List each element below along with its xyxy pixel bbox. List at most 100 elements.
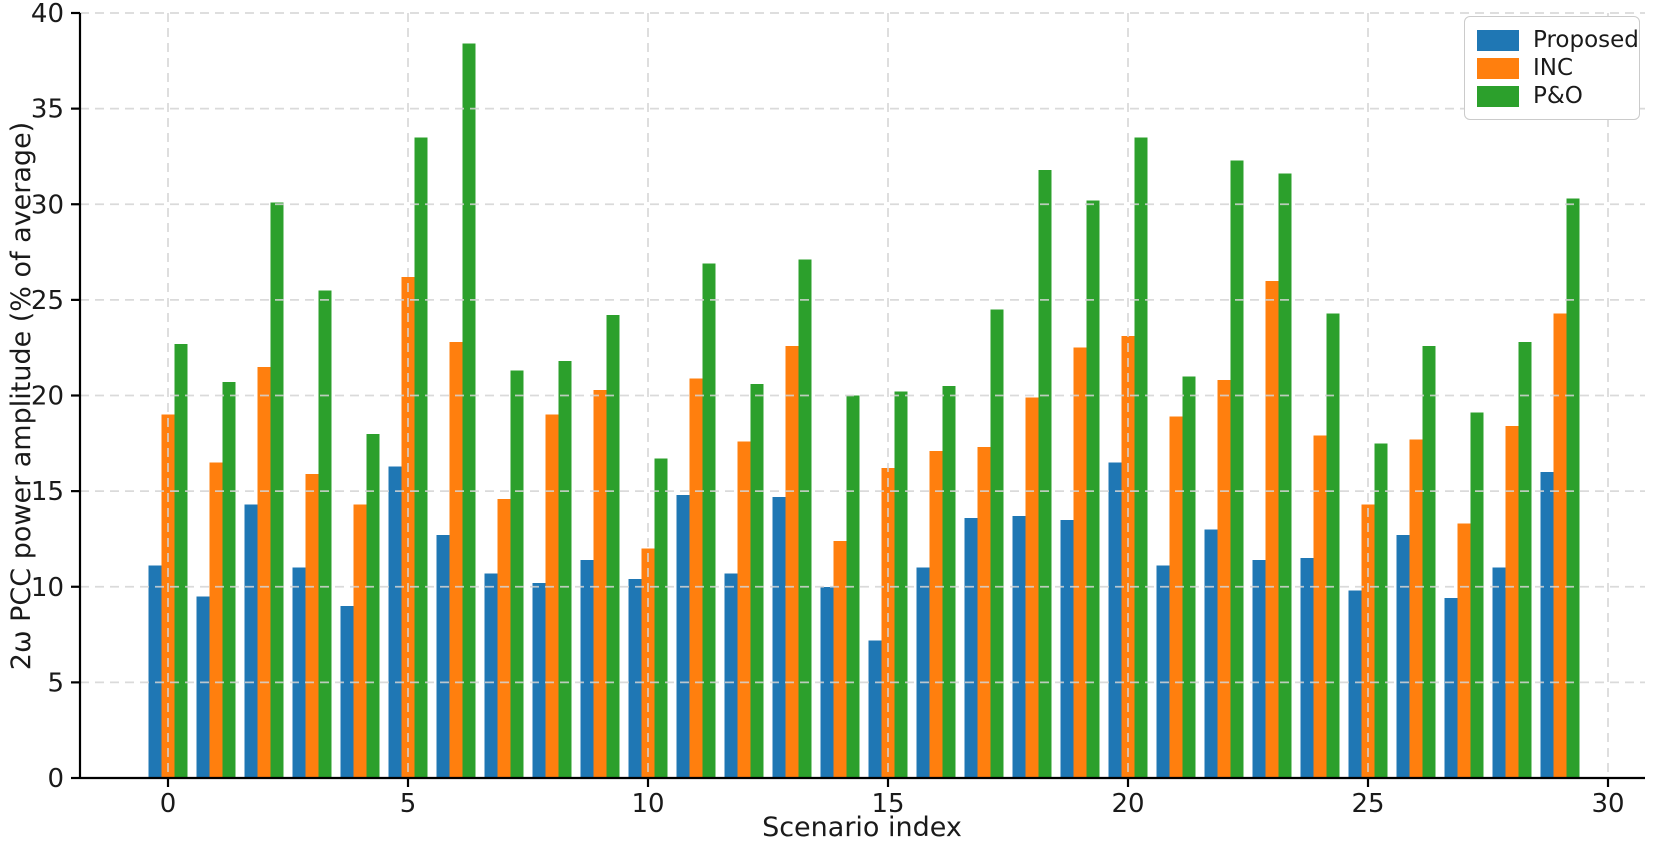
legend-label-inc: INC: [1533, 55, 1574, 81]
legend-entry-po: P&O: [1477, 82, 1627, 110]
bar-po-6: [462, 43, 476, 779]
x-tick-label-0: 0: [160, 789, 177, 819]
bar-inc-14: [833, 540, 847, 778]
legend-label-proposed: Proposed: [1533, 27, 1639, 53]
bar-inc-19: [1073, 347, 1087, 778]
bar-inc-4: [353, 504, 367, 778]
bar-inc-15: [881, 468, 895, 778]
grid-layer: [80, 12, 1645, 778]
bar-inc-12: [737, 441, 751, 778]
bar-po-3: [318, 290, 332, 778]
x-tick-label-25: 25: [1351, 789, 1384, 819]
legend-entry-proposed: Proposed: [1477, 26, 1639, 54]
bar-po-16: [942, 385, 956, 778]
bar-proposed-21: [1156, 565, 1170, 778]
bar-proposed-24: [1300, 558, 1314, 778]
y-tick-label-5: 5: [47, 668, 64, 698]
bars-layer: [148, 43, 1580, 779]
bar-inc-21: [1169, 416, 1183, 778]
y-axis-label: 2ω PCC power amplitude (% of average): [6, 122, 37, 670]
legend-swatch-inc: [1477, 57, 1519, 79]
bar-proposed-0: [148, 565, 162, 778]
bar-proposed-3: [292, 567, 306, 779]
bar-proposed-27: [1444, 598, 1458, 778]
bar-proposed-5: [388, 466, 402, 778]
bar-inc-25: [1361, 504, 1375, 778]
bar-proposed-29: [1540, 472, 1554, 778]
bar-inc-27: [1457, 523, 1471, 778]
bar-po-10: [654, 458, 668, 778]
bar-inc-17: [977, 447, 991, 778]
bar-proposed-2: [244, 504, 258, 778]
tick-labels-layer: 0 5 10 15 20 25 30 35 40 0 5 10 15 20 25 30: [31, 0, 1625, 819]
axes-layer: [71, 11, 1645, 787]
bar-inc-29: [1553, 313, 1567, 778]
y-tick-label-25: 25: [31, 286, 64, 316]
bar-proposed-16: [916, 567, 930, 779]
bar-proposed-6: [436, 535, 450, 778]
legend: Proposed INC P&O: [1464, 16, 1640, 120]
bar-inc-9: [593, 389, 607, 778]
bar-po-20: [1134, 137, 1148, 778]
bar-inc-16: [929, 450, 943, 778]
bar-po-12: [750, 384, 764, 778]
bar-po-4: [366, 433, 380, 778]
y-tick-label-40: 40: [31, 0, 64, 29]
bar-po-26: [1422, 345, 1436, 778]
bar-proposed-15: [868, 640, 882, 778]
x-tick-label-20: 20: [1111, 789, 1144, 819]
bar-proposed-1: [196, 596, 210, 778]
bar-po-5: [414, 137, 428, 778]
legend-swatch-proposed: [1477, 29, 1519, 51]
bar-po-23: [1278, 173, 1292, 778]
bar-po-0: [174, 343, 188, 778]
bar-po-11: [702, 263, 716, 778]
bar-proposed-7: [484, 573, 498, 778]
bar-po-27: [1470, 412, 1484, 778]
bar-proposed-19: [1060, 519, 1074, 778]
y-tick-label-20: 20: [31, 382, 64, 412]
bar-po-18: [1038, 169, 1052, 778]
bar-proposed-13: [772, 496, 786, 778]
bar-proposed-4: [340, 605, 354, 779]
legend-entry-inc: INC: [1477, 54, 1627, 82]
y-tick-label-35: 35: [31, 95, 64, 125]
bar-po-28: [1518, 341, 1532, 778]
legend-swatch-po: [1477, 85, 1519, 107]
bar-proposed-26: [1396, 535, 1410, 778]
bar-proposed-23: [1252, 559, 1266, 778]
y-tick-label-10: 10: [31, 573, 64, 603]
bar-inc-11: [689, 378, 703, 778]
bar-inc-18: [1025, 397, 1039, 778]
legend-label-po: P&O: [1533, 83, 1583, 109]
bar-inc-6: [449, 341, 463, 778]
bar-proposed-22: [1204, 529, 1218, 779]
bar-po-9: [606, 315, 620, 778]
bar-inc-2: [257, 366, 271, 778]
bar-inc-0: [161, 414, 175, 779]
bar-proposed-17: [964, 517, 978, 778]
bar-proposed-11: [676, 494, 690, 778]
bar-inc-7: [497, 498, 511, 778]
y-tick-label-15: 15: [31, 477, 64, 507]
bar-po-29: [1566, 198, 1580, 778]
bar-po-13: [798, 259, 812, 779]
bar-proposed-14: [820, 586, 834, 778]
bar-inc-1: [209, 462, 223, 778]
bar-po-21: [1182, 376, 1196, 779]
bar-po-22: [1230, 160, 1244, 778]
bar-inc-3: [305, 473, 319, 778]
bar-proposed-10: [628, 579, 642, 778]
bar-inc-22: [1217, 380, 1231, 778]
bar-po-7: [510, 370, 524, 778]
bar-po-24: [1326, 313, 1340, 778]
bar-inc-26: [1409, 439, 1423, 778]
bar-proposed-9: [580, 559, 594, 778]
x-tick-label-15: 15: [871, 789, 904, 819]
bar-inc-13: [785, 345, 799, 778]
x-axis-label: Scenario index: [762, 812, 962, 843]
bar-inc-24: [1313, 435, 1327, 778]
bar-po-19: [1086, 200, 1100, 779]
